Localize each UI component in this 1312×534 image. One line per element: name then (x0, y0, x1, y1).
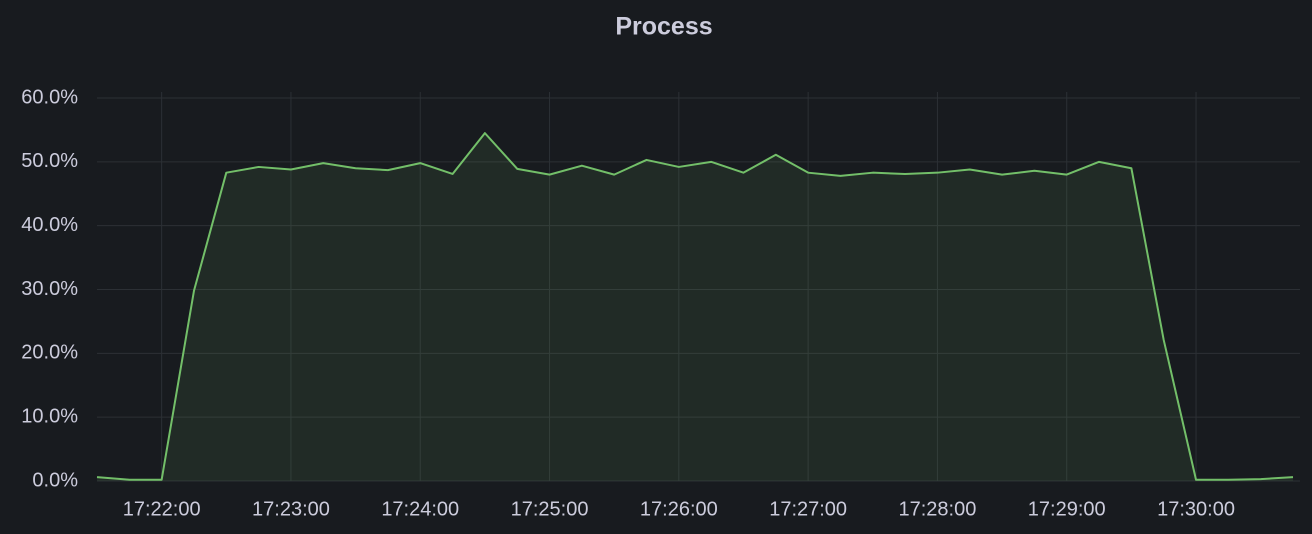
y-tick-label: 60.0% (21, 86, 78, 108)
y-tick-label: 40.0% (21, 214, 78, 236)
y-tick-label: 30.0% (21, 278, 78, 300)
x-tick-label: 17:22:00 (123, 498, 201, 520)
area-fill (97, 133, 1293, 481)
y-tick-label: 0.0% (32, 469, 78, 491)
y-tick-label: 10.0% (21, 405, 78, 427)
y-tick-label: 50.0% (21, 150, 78, 172)
x-tick-label: 17:23:00 (252, 498, 330, 520)
chart-title: Process (615, 13, 712, 41)
x-tick-label: 17:28:00 (899, 498, 977, 520)
x-tick-label: 17:24:00 (381, 498, 459, 520)
series-line (96, 132, 1294, 481)
y-tick-label: 20.0% (21, 342, 78, 364)
x-tick-label: 17:30:00 (1157, 498, 1235, 520)
x-tick-label: 17:25:00 (511, 498, 589, 520)
x-tick-label: 17:26:00 (640, 498, 718, 520)
x-tick-label: 17:29:00 (1028, 498, 1106, 520)
x-tick-label: 17:27:00 (769, 498, 847, 520)
